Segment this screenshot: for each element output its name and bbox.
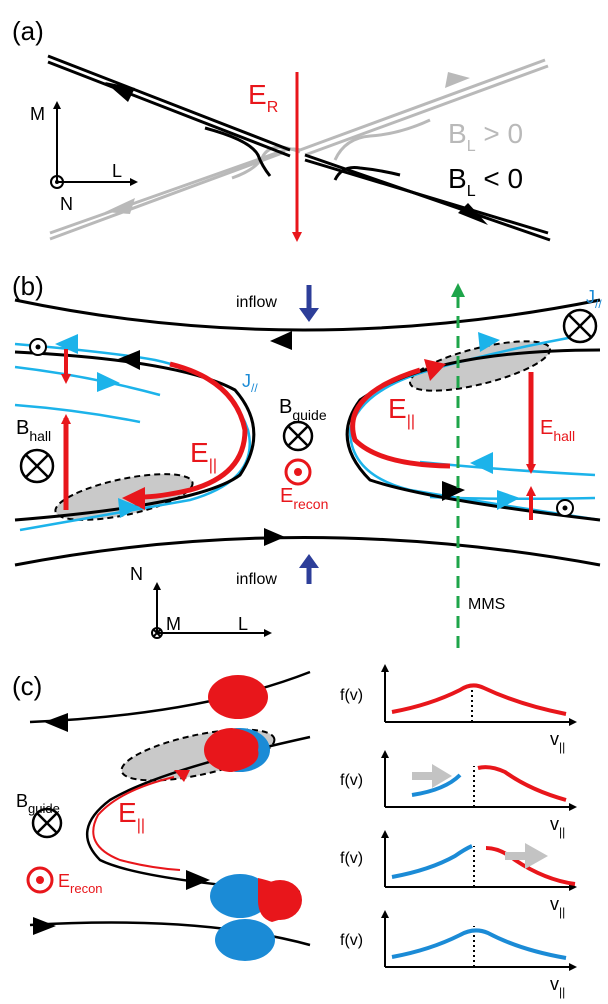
axes-b (151, 582, 272, 639)
axis-l-label: L (112, 161, 122, 181)
top-field-line (14, 298, 601, 332)
blue-arrow-4 (478, 332, 500, 352)
bhall-label: Bhall (16, 417, 51, 444)
e-par-left-arrow (122, 487, 145, 510)
c-e-par-path (92, 776, 181, 871)
bl-negative-field-lines (47, 54, 551, 242)
axis-n-label-b: N (130, 564, 143, 584)
axis-m-label: M (30, 104, 45, 124)
c-e-par-label: E|| (118, 797, 145, 834)
plot-4-xlabel: v|| (550, 974, 565, 999)
dist-plot-4: f(v) v|| (340, 910, 577, 999)
plot-2-xlabel: v|| (550, 814, 565, 839)
inflow-bottom-label: inflow (236, 571, 277, 588)
into-page-icon-bhall (19, 448, 55, 484)
bottom-field-line (14, 536, 601, 567)
c-blob-3 (210, 874, 302, 922)
c-field-top (29, 670, 311, 724)
e-par-left-curve (139, 361, 248, 500)
plot-4-ylabel: f(v) (340, 932, 363, 949)
inflow-arrowhead-top (299, 308, 319, 322)
bottom-field-arrow (264, 528, 285, 546)
c-field-top-arrow (44, 713, 68, 732)
ehall-label: Ehall (540, 417, 575, 444)
e-par-right-label: E|| (388, 393, 415, 430)
bl-positive-field-lines (49, 58, 549, 241)
blue-arrow-3 (118, 498, 140, 518)
e-par-right-curve (350, 367, 451, 469)
blue-arrow-5 (470, 452, 493, 474)
e-par-right-arrow (424, 359, 446, 381)
out-of-page-icon-erecon (284, 458, 312, 486)
black-arrow-right (458, 203, 488, 225)
mms-label: MMS (468, 596, 505, 613)
c-field-bottom-arrow (33, 917, 56, 935)
black-arrow-left (105, 82, 135, 102)
c-into-page-icon (31, 807, 63, 839)
axes-a (50, 101, 138, 189)
panel-a-label: (a) (12, 16, 44, 46)
gray-ellipse-left (54, 473, 194, 521)
out-of-page-icon-right (556, 499, 574, 517)
c-e-par-arrowhead (174, 770, 190, 782)
er-label: ER (248, 79, 278, 116)
plot-2-ylabel: f(v) (340, 772, 363, 789)
gray-arrow-left (105, 198, 135, 214)
blue-arrow-2 (97, 372, 120, 392)
panel-a: (a) ER BL > 0 BL < 0 (12, 16, 551, 242)
inflow-top-label: inflow (236, 294, 277, 311)
axis-n-label: N (60, 194, 73, 214)
plot-1-xlabel: v|| (550, 729, 565, 754)
axis-n-dot-icon (55, 180, 59, 184)
out-of-page-icon-left (29, 338, 47, 356)
black-arrow-b1 (118, 350, 140, 370)
plot-3-ylabel: f(v) (340, 850, 363, 867)
dist-plot-3: f(v) v|| (340, 830, 577, 919)
c-field-bottom (29, 921, 311, 947)
plot-1-ylabel: f(v) (340, 687, 363, 704)
dist-plot-2: f(v) v|| (340, 750, 577, 839)
bl-negative-label: BL < 0 (448, 163, 523, 200)
panel-c: (c) (12, 664, 577, 999)
erecon-label: Erecon (280, 485, 328, 512)
top-field-arrow (270, 331, 292, 350)
axis-m-label-b: M (166, 614, 181, 634)
inflow-arrowhead-bottom (299, 554, 319, 568)
c-out-of-page-icon (26, 866, 54, 894)
blue-arrow-1 (55, 334, 78, 354)
e-par-left-label: E|| (190, 437, 217, 474)
c-blob-1-red (208, 675, 268, 719)
gray-arrow-right (445, 72, 470, 88)
c-erecon-label: Erecon (58, 871, 103, 896)
c-blob-2 (204, 728, 270, 772)
bl-positive-label: BL > 0 (448, 118, 523, 155)
dist-plot-1: f(v) v|| (340, 664, 577, 754)
j-left-label: J// (242, 371, 258, 395)
plot-3-xlabel: v|| (550, 894, 565, 919)
into-page-icon-right (562, 308, 598, 344)
inner-field-right (345, 348, 601, 522)
c-curved-field-arrow (186, 870, 210, 890)
c-curved-field (85, 735, 311, 894)
into-page-icon-bguide (282, 420, 314, 452)
axis-l-label-b: L (238, 614, 248, 634)
bguide-label: Bguide (279, 396, 327, 423)
blue-arrow-6 (497, 490, 520, 510)
c-bguide-label: Bguide (16, 791, 60, 816)
panel-b-label: (b) (12, 271, 44, 301)
panel-b: (b) (12, 271, 602, 648)
panel-c-label: (c) (12, 671, 42, 701)
c-blob-4-blue (215, 919, 275, 961)
black-arrow-b2 (442, 481, 465, 501)
j-right-label: J// (586, 287, 602, 311)
